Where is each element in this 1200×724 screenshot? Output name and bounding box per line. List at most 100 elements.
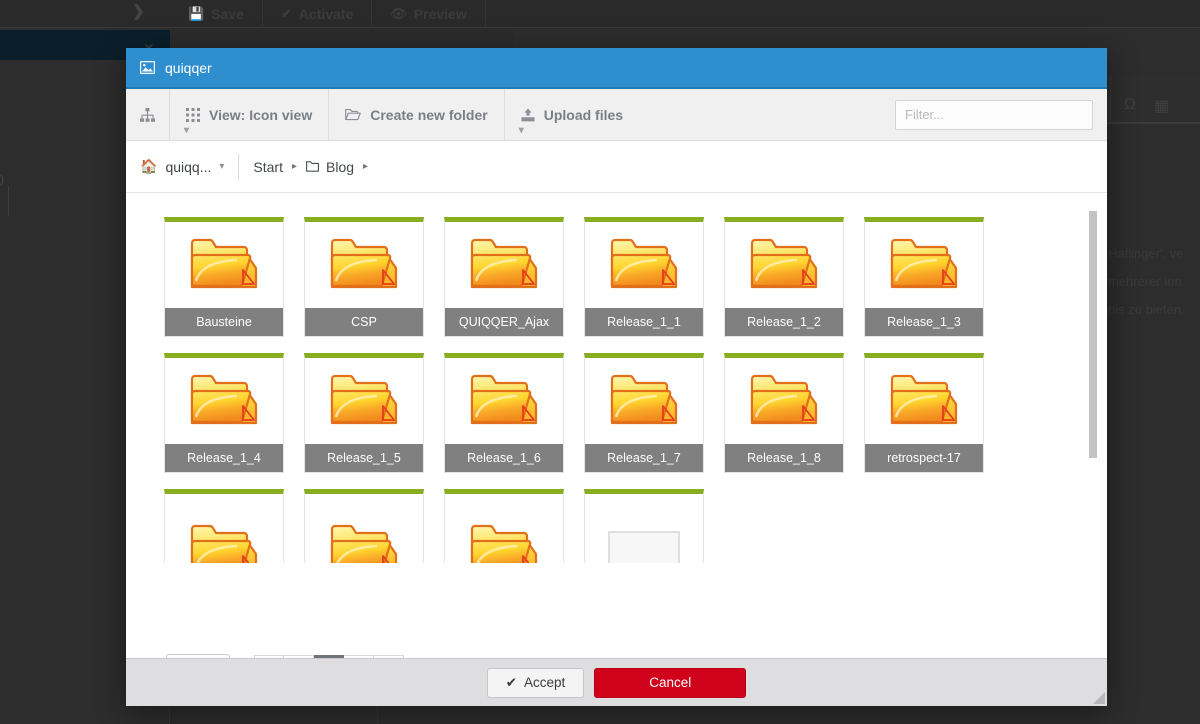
background-save-label: Save bbox=[211, 5, 244, 22]
file-tile[interactable]: CSP bbox=[304, 217, 424, 337]
file-tile[interactable]: retrospect-17 bbox=[864, 353, 984, 473]
create-new-folder-button[interactable]: Create new folder bbox=[329, 89, 505, 140]
breadcrumb-item-label: Blog bbox=[326, 158, 355, 175]
file-tile[interactable]: Release_1_5 bbox=[304, 353, 424, 473]
dialog-title: quiqqer bbox=[165, 59, 212, 76]
file-tile-label: Release_1_5 bbox=[305, 444, 423, 472]
background-body-text: Haflinger', ve mehrerer inn nis zu biete… bbox=[1108, 240, 1200, 324]
upload-files-button[interactable]: Upload files ▾ bbox=[505, 89, 639, 140]
background-activate-label: Activate bbox=[298, 5, 354, 22]
file-tile-label: Bausteine bbox=[165, 308, 283, 336]
file-tile[interactable] bbox=[584, 489, 704, 563]
accept-button-label: Accept bbox=[524, 675, 566, 690]
chevron-down-icon[interactable]: ▾ bbox=[518, 125, 524, 136]
folder-icon bbox=[305, 222, 423, 308]
background-body-line: Haflinger', ve bbox=[1108, 246, 1184, 261]
folder-icon bbox=[165, 222, 283, 308]
file-tile-label: QUIQQER_Ajax bbox=[445, 308, 563, 336]
file-tile-label: retrospect-17 bbox=[865, 444, 983, 472]
check-icon: ✔ bbox=[505, 674, 518, 690]
file-tile-label: Release_1_3 bbox=[865, 308, 983, 336]
accept-button[interactable]: ✔ Accept bbox=[486, 667, 585, 698]
file-tile[interactable]: QUIQQER_Ajax bbox=[444, 217, 564, 337]
file-browser-toolbar: View: Icon view ▾ Create new folder bbox=[126, 89, 1107, 141]
folder-icon bbox=[445, 222, 563, 308]
background-editor-separator bbox=[1110, 75, 1111, 123]
folder-icon bbox=[445, 494, 563, 563]
folder-icon bbox=[305, 494, 423, 563]
folder-icon bbox=[165, 494, 283, 563]
chevron-down-icon: ▾ bbox=[219, 161, 225, 172]
file-tile[interactable] bbox=[164, 489, 284, 563]
background-preview-label: Preview bbox=[413, 5, 467, 22]
file-tile[interactable]: Bausteine bbox=[164, 217, 284, 337]
breadcrumb-project-label: quiqq... bbox=[165, 158, 212, 175]
dialog-titlebar[interactable]: quiqqer bbox=[126, 48, 1107, 89]
sitemap-icon bbox=[140, 107, 155, 122]
file-tile-label: Release_1_8 bbox=[725, 444, 843, 472]
image-icon bbox=[140, 61, 155, 74]
breadcrumb-item-blog[interactable]: Blog bbox=[306, 159, 354, 175]
upload-files-label: Upload files bbox=[543, 106, 624, 123]
background-body-line: mehrerer inn bbox=[1108, 274, 1182, 289]
filter-input[interactable] bbox=[895, 99, 1093, 130]
file-tile[interactable] bbox=[444, 489, 564, 563]
file-grid-area: Bausteine CSP QUIQQER_Aj bbox=[126, 193, 1107, 563]
create-new-folder-label: Create new folder bbox=[370, 106, 488, 123]
file-tile[interactable]: Release_1_7 bbox=[584, 353, 704, 473]
folder-icon bbox=[865, 222, 983, 308]
upload-icon bbox=[521, 108, 535, 122]
cancel-button[interactable]: Cancel bbox=[594, 667, 747, 698]
folder-icon bbox=[725, 222, 843, 308]
filter-container bbox=[895, 89, 1107, 140]
background-toolbar: 💾 Save ✔ Activate 👁 Preview bbox=[0, 0, 1200, 28]
folder-icon bbox=[865, 358, 983, 444]
floppy-disk-icon: 💾 bbox=[188, 5, 205, 21]
breadcrumb-separator-icon: ▸ bbox=[363, 161, 369, 172]
folder-icon bbox=[725, 358, 843, 444]
folder-icon bbox=[305, 358, 423, 444]
file-grid: Bausteine CSP QUIQQER_Aj bbox=[164, 217, 1107, 563]
breadcrumb-separator-icon: ▸ bbox=[291, 161, 298, 172]
file-tile-label: Release_1_7 bbox=[585, 444, 703, 472]
file-tile[interactable] bbox=[304, 489, 424, 563]
chevron-down-icon[interactable]: ▾ bbox=[184, 125, 190, 136]
dialog-resize-handle[interactable] bbox=[1093, 692, 1105, 704]
background-body-line: nis zu bieten. bbox=[1108, 302, 1185, 317]
background-activate-button[interactable]: ✔ Activate bbox=[263, 0, 373, 28]
breadcrumb: 🏠 quiqq... ▾ Start ▸ Blog ▸ bbox=[126, 141, 1107, 193]
file-tile[interactable]: Release_1_2 bbox=[724, 217, 844, 337]
breadcrumb-project-selector[interactable]: 🏠 quiqq... ▾ bbox=[140, 153, 240, 180]
file-tile[interactable]: Release_1_8 bbox=[724, 353, 844, 473]
sitemap-button[interactable] bbox=[126, 89, 170, 140]
breadcrumb-item-label: Start bbox=[253, 158, 283, 175]
file-tile[interactable]: Release_1_3 bbox=[864, 217, 984, 337]
folder-icon bbox=[585, 358, 703, 444]
view-mode-button[interactable]: View: Icon view ▾ bbox=[170, 89, 330, 140]
background-save-button[interactable]: 💾 Save bbox=[170, 0, 263, 28]
view-mode-label: View: Icon view bbox=[209, 106, 313, 123]
file-tile[interactable]: Release_1_6 bbox=[444, 353, 564, 473]
omega-icon[interactable]: Ω bbox=[1124, 96, 1136, 113]
dialog-body: View: Icon view ▾ Create new folder bbox=[126, 89, 1107, 706]
background-preview-button[interactable]: 👁 Preview bbox=[372, 0, 486, 28]
image-thumbnail bbox=[585, 494, 703, 563]
background-left-rule bbox=[8, 186, 9, 216]
breadcrumb-item-start[interactable]: Start bbox=[253, 159, 283, 175]
image-placeholder bbox=[608, 531, 680, 563]
file-tile-label: Release_1_6 bbox=[445, 444, 563, 472]
background-paren-text: ) bbox=[0, 172, 4, 186]
file-grid-scrollbar-thumb[interactable] bbox=[1089, 211, 1097, 458]
eye-icon: 👁 bbox=[390, 5, 407, 21]
panel-expand-chevron-icon[interactable]: ❯ bbox=[132, 3, 145, 20]
file-tile-label: CSP bbox=[305, 308, 423, 336]
file-tile-label: Release_1_2 bbox=[725, 308, 843, 336]
file-tile[interactable]: Release_1_4 bbox=[164, 353, 284, 473]
table-icon[interactable]: ▦ bbox=[1154, 98, 1170, 115]
check-icon: ✔ bbox=[280, 5, 292, 21]
file-tile-label: Release_1_4 bbox=[165, 444, 283, 472]
file-browser-dialog: quiqqer bbox=[126, 48, 1107, 706]
grid-icon bbox=[186, 107, 200, 122]
folder-open-icon bbox=[345, 108, 362, 121]
file-tile[interactable]: Release_1_1 bbox=[584, 217, 704, 337]
